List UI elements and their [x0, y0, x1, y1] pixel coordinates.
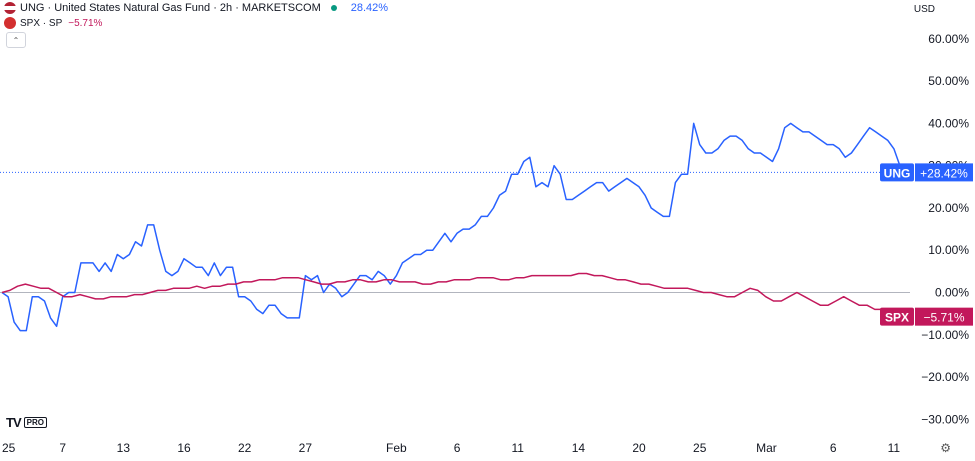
- series-layer: [1, 122, 907, 332]
- compare-symbol-title: SPX · SP: [20, 17, 63, 29]
- x-tick-label: 13: [117, 441, 131, 455]
- last-value-badge-ung: UNG +28.42%: [880, 163, 973, 182]
- series-value-text: −5.71%: [923, 311, 964, 325]
- pro-badge: PRO: [23, 417, 47, 428]
- series-name-tag: [880, 163, 914, 182]
- collapse-legend-button[interactable]: ⌃: [6, 32, 26, 48]
- y-tick-label: 50.00%: [928, 74, 969, 88]
- legend-main-symbol[interactable]: UNG · United States Natural Gas Fund · 2…: [4, 2, 388, 14]
- compare-symbol-change: −5.71%: [68, 17, 103, 29]
- x-tick-label: 25: [693, 441, 707, 455]
- series-value-tag: [915, 163, 973, 182]
- tradingview-logo[interactable]: TV PRO: [6, 415, 47, 430]
- last-value-labels: UNG +28.42% SPX −5.71%: [880, 163, 973, 326]
- series-name-text: SPX: [885, 311, 909, 325]
- series-name-text: UNG: [884, 166, 911, 180]
- y-tick-label: 10.00%: [928, 243, 969, 257]
- y-tick-label: −30.00%: [921, 412, 969, 426]
- y-tick-label: −10.00%: [921, 328, 969, 342]
- y-tick-label: 60.00%: [928, 32, 969, 46]
- gear-icon[interactable]: ⚙: [940, 441, 951, 455]
- x-axis[interactable]: 25 7 13 16 22 27 Feb 6 11 14 20 25 Mar 6 11: [2, 441, 900, 455]
- x-tick-label: 6: [454, 441, 461, 455]
- x-tick-label: 16: [177, 441, 191, 455]
- x-tick-label: 14: [572, 441, 586, 455]
- y-tick-label: 20.00%: [928, 201, 969, 215]
- sp500-logo-icon: [4, 17, 16, 29]
- series-line-ung: [1, 122, 907, 332]
- x-tick-label: 20: [632, 441, 646, 455]
- y-axis[interactable]: 60.00%50.00%40.00%30.00%20.00%10.00%0.00…: [921, 32, 969, 426]
- x-tick-label: 6: [830, 441, 837, 455]
- x-tick-label: Feb: [386, 441, 407, 455]
- tradingview-logo-mark: TV: [6, 415, 22, 430]
- chevron-up-icon: ⌃: [12, 35, 20, 45]
- series-line-spx: [1, 272, 907, 318]
- x-tick-label: 25: [2, 441, 16, 455]
- x-tick-label: 11: [511, 441, 524, 455]
- y-tick-label: −20.00%: [921, 370, 969, 384]
- currency-label[interactable]: USD: [913, 4, 935, 15]
- x-tick-label: 7: [59, 441, 66, 455]
- market-status-dot-icon: [330, 5, 337, 11]
- last-value-badge-spx: SPX −5.71%: [880, 307, 973, 326]
- main-symbol-title: UNG · United States Natural Gas Fund · 2…: [20, 2, 321, 14]
- series-value-tag: [915, 307, 973, 326]
- x-tick-label: 27: [299, 441, 313, 455]
- series-value-text: +28.42%: [920, 166, 968, 180]
- series-name-tag: [880, 307, 914, 326]
- y-tick-label: 40.00%: [928, 116, 969, 130]
- x-tick-label: 11: [888, 441, 901, 455]
- x-tick-label: Mar: [756, 441, 777, 455]
- legend-compare-symbol[interactable]: SPX · SP −5.71%: [4, 17, 102, 29]
- x-tick-label: 22: [238, 441, 252, 455]
- y-tick-label: 0.00%: [935, 286, 969, 300]
- us-flag-icon: [4, 2, 16, 14]
- main-symbol-change: 28.42%: [350, 2, 389, 14]
